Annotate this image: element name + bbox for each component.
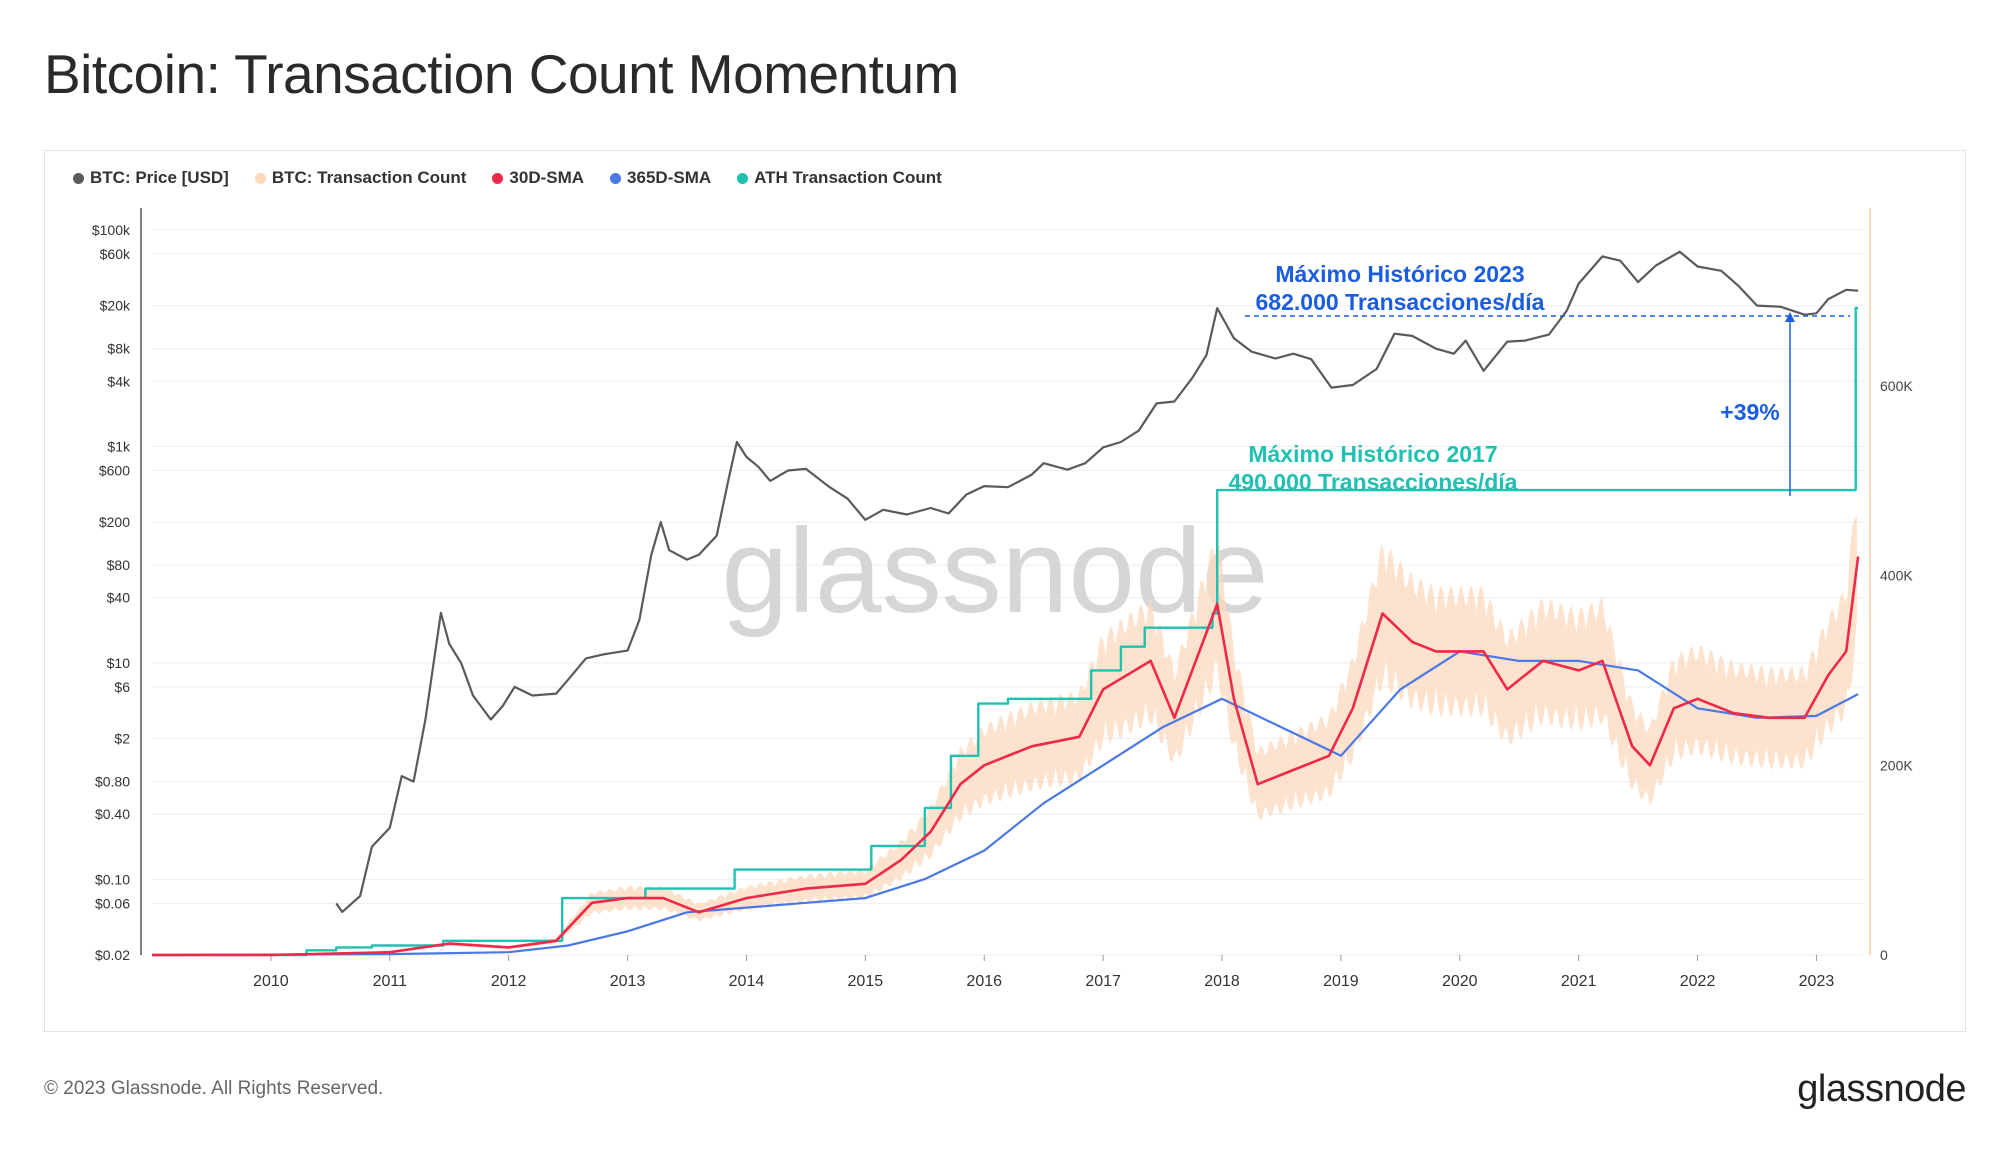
y-left-tick-label: $100k — [92, 222, 131, 238]
legend-label: 30D-SMA — [509, 168, 585, 187]
x-tick-label: 2018 — [1204, 973, 1240, 990]
x-tick-label: 2020 — [1442, 973, 1478, 990]
x-axis-ticks: 2010 2011 2012 2013 2014 2015 2016 2017 2018 2019… — [253, 955, 1834, 990]
watermark: glassnode — [721, 504, 1268, 638]
y-right-ticks: 600K 400K 200K 0 — [1880, 378, 1913, 963]
brand-logo[interactable]: glassnode — [1797, 1068, 1966, 1110]
legend-item-ath[interactable]: ATH Transaction Count — [737, 168, 942, 188]
x-tick-label: 2021 — [1561, 973, 1597, 990]
y-left-tick-label: $0.40 — [95, 806, 130, 822]
x-tick-label: 2019 — [1323, 973, 1359, 990]
y-left-tick-label: $6 — [114, 679, 130, 695]
x-tick-label: 2010 — [253, 973, 289, 990]
x-tick-label: 2017 — [1085, 973, 1121, 990]
y-left-tick-label: $2 — [114, 731, 130, 747]
x-tick-label: 2013 — [610, 973, 646, 990]
arrow-up-icon — [1785, 312, 1795, 322]
y-right-tick-label: 400K — [1880, 568, 1913, 584]
legend-label: BTC: Price [USD] — [90, 168, 229, 187]
x-tick-label: 2011 — [373, 973, 408, 990]
legend-item-30d-sma[interactable]: 30D-SMA — [492, 168, 584, 188]
legend-dot-icon — [254, 172, 266, 184]
x-tick-label: 2022 — [1680, 973, 1716, 990]
annotation-ath-2017-title: Máximo Histórico 2017 — [1248, 441, 1497, 467]
legend-item-365d-sma[interactable]: 365D-SMA — [610, 168, 711, 188]
annotation-change: +39% — [1720, 399, 1779, 425]
y-right-tick-label: 200K — [1880, 757, 1913, 773]
y-left-tick-label: $600 — [99, 462, 130, 478]
x-tick-label: 2014 — [729, 973, 765, 990]
legend-dot-icon — [610, 172, 622, 184]
x-tick-label: 2016 — [966, 973, 1002, 990]
y-left-tick-label: $0.06 — [95, 895, 130, 911]
page-title: Bitcoin: Transaction Count Momentum — [44, 43, 959, 105]
legend-dot-icon — [73, 172, 84, 184]
legend-label: BTC: Transaction Count — [271, 168, 467, 187]
y-left-tick-label: $10 — [107, 655, 131, 671]
legend-item-price[interactable]: BTC: Price [USD] — [73, 168, 229, 188]
legend-item-tx-count[interactable]: BTC: Transaction Count — [254, 168, 467, 188]
series-365d-sma-line — [151, 650, 1859, 957]
legend-dot-icon — [492, 172, 504, 184]
copyright: © 2023 Glassnode. All Rights Reserved. — [44, 1078, 384, 1099]
y-right-tick-label: 600K — [1880, 378, 1913, 394]
y-left-tick-label: $40 — [107, 590, 131, 606]
y-left-tick-label: $1k — [107, 438, 131, 454]
y-right-tick-label: 0 — [1880, 947, 1888, 963]
legend-label: 365D-SMA — [627, 168, 712, 187]
y-left-tick-label: $0.10 — [95, 871, 130, 887]
annotation-ath-2023-value: 682.000 Transacciones/día — [1256, 289, 1545, 315]
y-left-tick-label: $8k — [107, 341, 131, 357]
legend-label: ATH Transaction Count — [754, 168, 942, 187]
y-left-ticks: $100k $60k $20k $8k $4k $1k $600 $200 $80 $40 $10 $… — [92, 222, 131, 963]
x-tick-label: 2023 — [1799, 973, 1835, 990]
y-left-tick-label: $0.80 — [95, 774, 130, 790]
y-left-tick-label: $0.02 — [95, 947, 130, 963]
y-left-tick-label: $4k — [107, 373, 131, 389]
x-tick-label: 2015 — [848, 973, 884, 990]
series-price-line — [335, 250, 1859, 914]
x-tick-label: 2012 — [491, 973, 527, 990]
tx-count-band — [294, 515, 1857, 955]
chart-legend: BTC: Price [USD] BTC: Transaction Count … — [73, 168, 942, 188]
y-left-tick-label: $20k — [100, 298, 131, 314]
y-left-tick-label: $200 — [99, 514, 130, 530]
series-30d-sma-line — [152, 556, 1860, 957]
legend-dot-icon — [737, 172, 749, 184]
y-left-tick-label: $60k — [100, 246, 131, 262]
chart-panel — [44, 150, 1966, 1032]
annotation-ath-2023-title: Máximo Histórico 2023 — [1275, 261, 1524, 287]
annotation-ath-2017-value: 490.000 Transacciones/día — [1229, 469, 1518, 495]
y-left-tick-label: $80 — [107, 557, 131, 573]
series-ath-line — [152, 306, 1859, 957]
